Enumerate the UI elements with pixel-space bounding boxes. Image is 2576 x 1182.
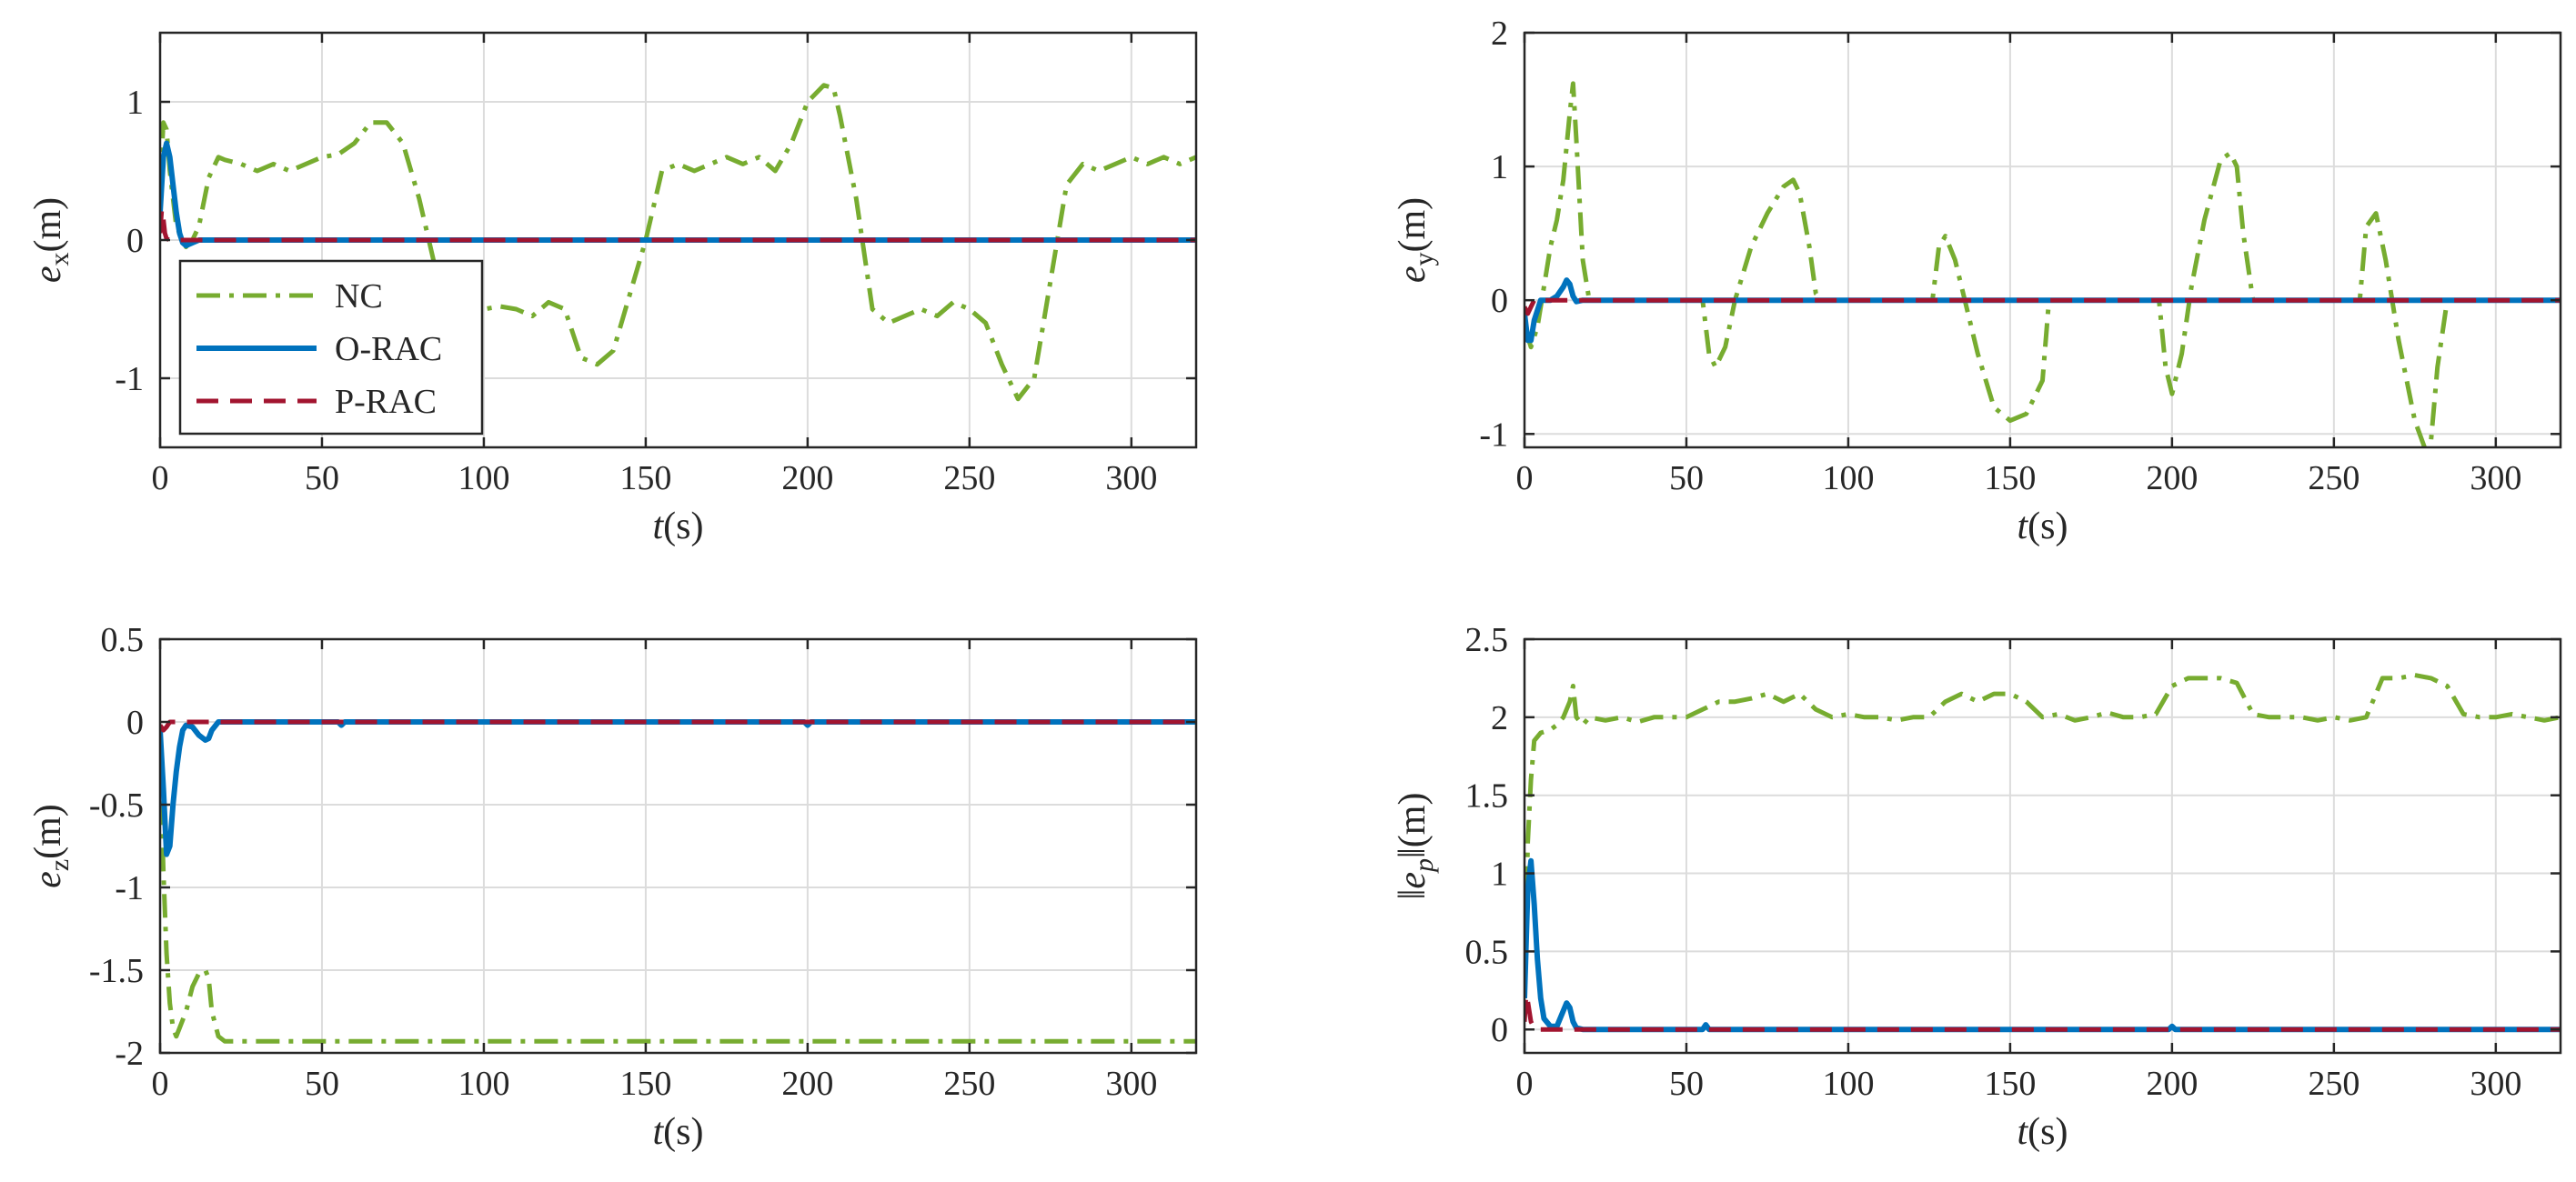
series-group [160, 719, 1196, 1044]
x-tick-label: 150 [619, 1065, 671, 1103]
series-group [1524, 81, 2561, 447]
series-line-o-rac [160, 719, 1196, 857]
legend-label-p-rac: P-RAC [335, 383, 437, 421]
x-tick-label: 0 [152, 1065, 169, 1103]
x-tick-label: 0 [1516, 459, 1534, 497]
y-tick-label: 1 [1491, 148, 1508, 186]
series-line-o-rac [1524, 857, 2561, 1033]
axes-frame [158, 637, 1198, 1055]
y-tick-label: -0.5 [89, 786, 144, 825]
axes-frame [1523, 31, 2562, 449]
series-line-p-rac [1524, 297, 2561, 316]
x-axis-label: t(s) [653, 506, 704, 547]
x-tick-label: 150 [1984, 459, 2036, 497]
y-axis-label: ex(m) [27, 197, 75, 283]
y-tick-label: -1 [1479, 416, 1508, 454]
y-tick-label: 0 [1491, 1011, 1508, 1049]
axes-frame [1523, 637, 2562, 1055]
legend-label-nc: NC [335, 277, 383, 316]
series-line-nc [1524, 81, 2561, 447]
x-tick-label: 100 [458, 459, 509, 497]
x-tick-label: 300 [1105, 1065, 1157, 1103]
x-tick-label: 250 [943, 459, 995, 497]
y-tick-label: -1 [115, 869, 144, 907]
x-tick-label: 250 [2308, 459, 2360, 497]
y-axis-label: ez(m) [27, 804, 75, 888]
x-tick-label: 200 [2146, 1065, 2198, 1103]
x-tick-label: 250 [2308, 1065, 2360, 1103]
series-line-o-rac [1524, 277, 2561, 344]
y-tick-label: 2 [1491, 699, 1508, 737]
x-tick-label: 50 [1669, 1065, 1704, 1103]
series-line-nc [1524, 673, 2561, 983]
x-tick-label: 200 [781, 459, 833, 497]
series-group [160, 83, 1196, 402]
series-line-p-rac [1524, 993, 2561, 1032]
x-tick-label: 50 [1669, 459, 1704, 497]
x-tick-label: 150 [619, 459, 671, 497]
x-tick-label: 0 [152, 459, 169, 497]
ez-subplot: 0 50 100 150 200 250 300 -2 -1.5 -1 -0.5 0 0.5 t(s) ez… [27, 621, 1198, 1153]
x-tick-label: 50 [305, 459, 339, 497]
y-axis-label: ey(m) [1392, 197, 1439, 283]
y-tick-label: 1 [1491, 856, 1508, 894]
y-tick-label: 0.5 [1465, 933, 1509, 971]
y-tick-label: 2.5 [1465, 621, 1509, 659]
x-tick-label: 250 [943, 1065, 995, 1103]
y-tick-label: 0 [126, 222, 144, 260]
x-tick-label: 100 [458, 1065, 509, 1103]
x-axis-label: t(s) [2018, 1111, 2068, 1153]
x-tick-label: 150 [1984, 1065, 2036, 1103]
legend: NC O-RAC P-RAC [178, 259, 484, 436]
legend-label-o-rac: O-RAC [335, 330, 442, 368]
series-line-p-rac [160, 719, 1196, 733]
x-tick-label: 0 [1516, 1065, 1534, 1103]
x-tick-label: 100 [1822, 459, 1874, 497]
y-tick-label: 2 [1491, 15, 1508, 53]
y-tick-label: -2 [115, 1035, 144, 1073]
x-tick-label: 200 [781, 1065, 833, 1103]
y-tick-label: 0 [1491, 282, 1508, 320]
series-line-p-rac [160, 207, 1196, 243]
y-tick-label: 1 [126, 84, 144, 122]
y-tick-label: 1.5 [1465, 777, 1509, 816]
x-axis-label: t(s) [653, 1111, 704, 1153]
ep-norm-subplot: 0 50 100 150 200 250 300 0 0.5 1 1.5 2 2.5 t(s) ‖ep‖(m… [1392, 621, 2562, 1153]
x-tick-label: 50 [305, 1065, 339, 1103]
x-tick-label: 200 [2146, 459, 2198, 497]
x-tick-label: 100 [1822, 1065, 1874, 1103]
y-tick-label: -1 [115, 360, 144, 398]
y-tick-label: 0.5 [101, 621, 145, 659]
y-tick-label: 0 [126, 704, 144, 742]
x-tick-label: 300 [1105, 459, 1157, 497]
y-tick-label: -1.5 [89, 952, 144, 990]
series-group [1524, 673, 2561, 1033]
ex-subplot: 0 50 100 150 200 250 300 -1 0 1 t(s) ex(m) [27, 31, 1198, 547]
x-tick-label: 300 [2470, 459, 2521, 497]
series-line-nc [160, 755, 1196, 1044]
x-tick-label: 300 [2470, 1065, 2521, 1103]
y-axis-label: ‖ep‖(m) [1392, 793, 1439, 900]
x-axis-label: t(s) [2018, 506, 2068, 547]
